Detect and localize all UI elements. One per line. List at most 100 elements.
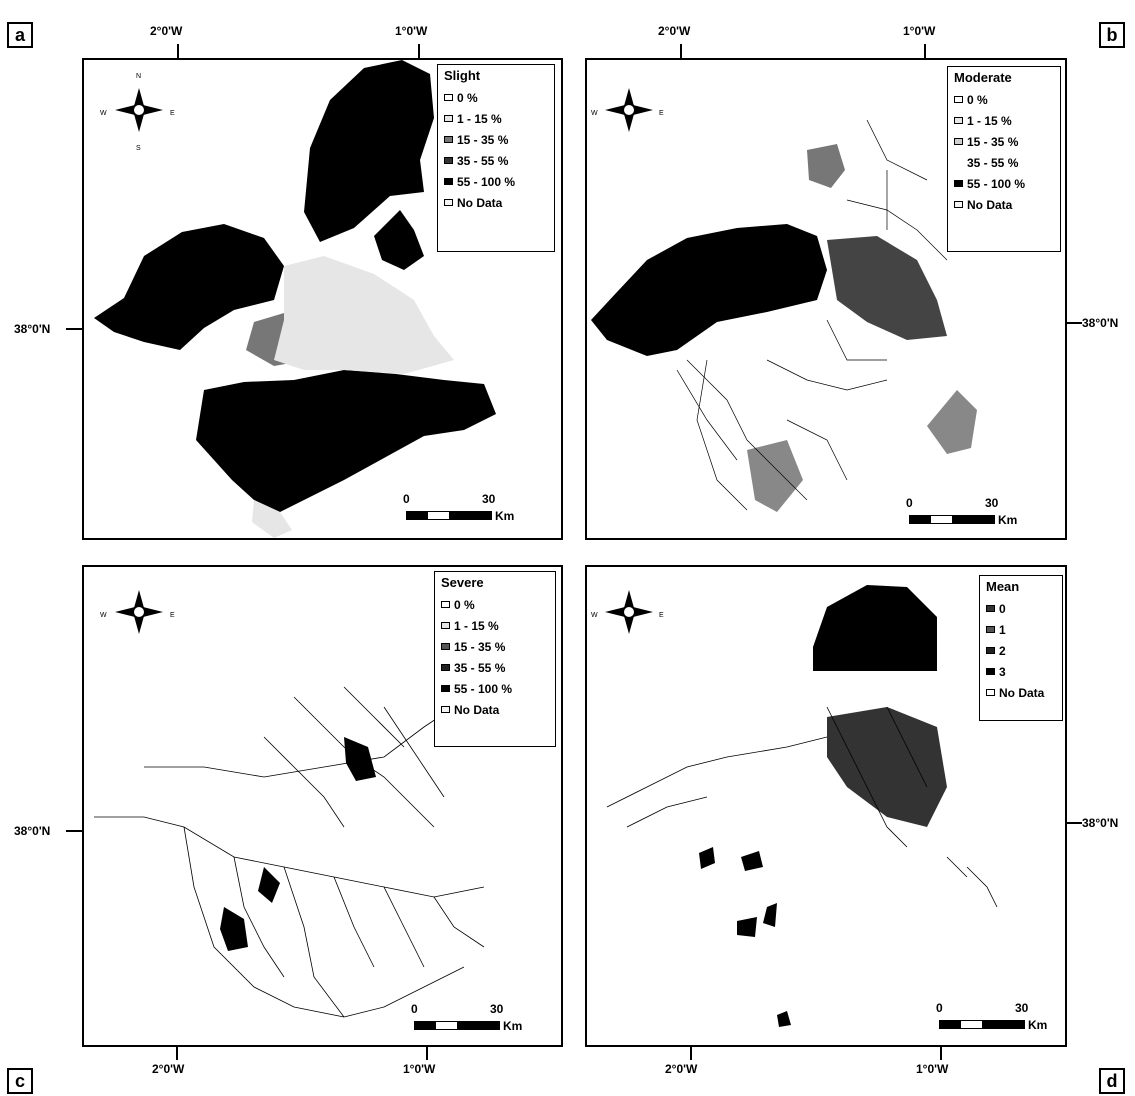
region-1-15	[252, 500, 292, 538]
region-class-3	[741, 851, 763, 871]
lon-label-bottom-c-west: 2°0'W	[152, 1062, 185, 1076]
region-15-35	[807, 144, 845, 188]
legend-item-label: 55 - 100 %	[967, 176, 1026, 191]
legend-swatch	[986, 605, 995, 612]
legend-item: 55 - 100 %	[444, 171, 548, 192]
compass-icon	[115, 88, 163, 132]
road-network	[606, 706, 998, 908]
region-15-35	[927, 390, 977, 454]
legend-item-label: No Data	[967, 197, 1013, 212]
tick-mark	[66, 830, 84, 832]
legend-item-label: 15 - 35 %	[454, 639, 506, 654]
legend-item: 35 - 55 %	[441, 657, 549, 678]
region-55-100	[304, 60, 434, 242]
legend-item-label: 35 - 55 %	[454, 660, 506, 675]
map-panel-a: W E N S Slight 0 % 1 - 15 % 15 - 35 % 35…	[82, 58, 563, 540]
lon-label-top-a-west: 2°0'W	[150, 24, 183, 38]
legend-swatch	[444, 115, 453, 122]
legend-swatch	[986, 689, 995, 696]
legend-item: 35 - 55 %	[444, 150, 548, 171]
compass-east-label: E	[170, 612, 175, 619]
panel-label-b: b	[1099, 22, 1125, 48]
region-55-100	[196, 370, 496, 512]
scale-bar-graphic	[406, 511, 492, 521]
legend-item: 15 - 35 %	[441, 636, 549, 657]
legend-swatch	[441, 706, 450, 713]
compass-west-label: W	[591, 612, 598, 619]
tick-mark	[66, 328, 84, 330]
lon-label-bottom-c-east: 1°0'W	[403, 1062, 436, 1076]
legend-item: 0 %	[954, 89, 1054, 110]
region-class-3	[737, 917, 757, 937]
legend-item-label: 1 - 15 %	[454, 618, 499, 633]
legend-item-label: 3	[999, 664, 1006, 679]
region-class-3	[777, 1011, 791, 1027]
scale-max: 30	[490, 1002, 504, 1016]
scale-unit: Km	[998, 512, 1018, 527]
region-class-3	[813, 585, 937, 671]
lat-label-c: 38°0'N	[14, 824, 51, 838]
compass-icon	[605, 88, 653, 132]
legend-item-label: 35 - 55 %	[967, 155, 1019, 170]
compass-icon	[115, 590, 163, 634]
compass-west-label: W	[591, 110, 598, 117]
legend-item: 1	[986, 619, 1056, 640]
scale-max: 30	[1015, 1001, 1029, 1015]
legend-item: 15 - 35 %	[444, 129, 548, 150]
legend-item-label: No Data	[457, 195, 503, 210]
panel-label-c: c	[7, 1068, 33, 1094]
scale-bar-c: 0 30 Km	[411, 1002, 523, 1033]
tick-mark	[940, 1046, 942, 1060]
scale-unit: Km	[503, 1018, 523, 1033]
scale-max: 30	[985, 496, 999, 510]
compass-east-label: E	[659, 110, 664, 117]
legend-item-label: No Data	[999, 685, 1045, 700]
region-55-100	[94, 224, 284, 350]
legend-title: Severe	[441, 575, 484, 590]
compass-north-label: N	[136, 73, 141, 80]
region-35-55	[220, 907, 248, 951]
legend-item: No Data	[441, 699, 549, 720]
scale-bar-b: 0 30 Km	[906, 496, 1018, 527]
legend-item: 1 - 15 %	[954, 110, 1054, 131]
legend-swatch	[441, 664, 450, 671]
legend-item: No Data	[954, 194, 1054, 215]
legend-item-label: 0 %	[454, 597, 475, 612]
legend-item: 0	[986, 598, 1056, 619]
compass-west-label: W	[100, 110, 107, 117]
lon-label-bottom-d-west: 2°0'W	[665, 1062, 698, 1076]
legend-swatch	[954, 117, 963, 124]
lon-label-top-b-west: 2°0'W	[658, 24, 691, 38]
legend-swatch	[954, 96, 963, 103]
region-1-15	[274, 256, 454, 374]
tick-mark	[690, 1046, 692, 1060]
legend-title: Mean	[986, 579, 1020, 594]
tick-mark	[1064, 322, 1082, 324]
legend-title: Moderate	[954, 70, 1012, 85]
legend-swatch	[441, 622, 450, 629]
legend-swatch	[444, 178, 453, 185]
legend-swatch	[444, 199, 453, 206]
lat-label-b: 38°0'N	[1082, 316, 1119, 330]
legend-item: 3	[986, 661, 1056, 682]
legend-item: 15 - 35 %	[954, 131, 1054, 152]
region-35-55	[258, 867, 280, 903]
legend-swatch	[444, 157, 453, 164]
map-d-canvas: W E	[591, 585, 998, 1027]
lat-label-d: 38°0'N	[1082, 816, 1119, 830]
legend-a: Slight 0 % 1 - 15 % 15 - 35 % 35 - 55 % …	[437, 64, 555, 252]
tick-mark	[1066, 822, 1082, 824]
scale-bar-graphic	[909, 515, 995, 525]
legend-swatch	[441, 601, 450, 608]
compass-east-label: E	[659, 612, 664, 619]
legend-item: 0 %	[441, 594, 549, 615]
map-panel-b: W E Moderate 0 % 1 - 15 % 15 - 35 % 35 -…	[585, 58, 1067, 540]
panel-label-a: a	[7, 22, 33, 48]
legend-item: 35 - 55 %	[954, 152, 1054, 173]
legend-item: 55 - 100 %	[954, 173, 1054, 194]
legend-item: 1 - 15 %	[441, 615, 549, 636]
region-class-2	[827, 707, 947, 827]
map-b-canvas: W E	[591, 88, 977, 512]
map-a-canvas: W E N S	[94, 60, 496, 538]
region-15-35	[747, 440, 803, 512]
